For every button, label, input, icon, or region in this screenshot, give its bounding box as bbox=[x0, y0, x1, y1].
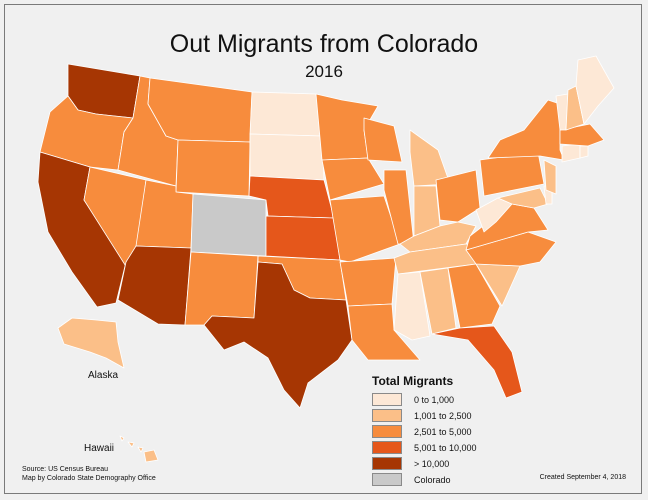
map-subtitle: 2016 bbox=[305, 62, 343, 81]
legend-label: 0 to 1,000 bbox=[414, 394, 455, 405]
state-arizona bbox=[117, 245, 192, 326]
legend-item: Colorado bbox=[372, 472, 532, 487]
legend: Total Migrants 0 to 1,000 1,001 to 2,500… bbox=[372, 374, 532, 488]
hawaii-label: Hawaii bbox=[84, 443, 115, 454]
state-massachusetts bbox=[559, 123, 605, 147]
state-michigan bbox=[409, 129, 451, 187]
alaska-label: Alaska bbox=[88, 370, 119, 381]
state-mississippi bbox=[393, 271, 431, 341]
legend-label: 1,001 to 2,500 bbox=[414, 410, 472, 421]
state-new-mexico bbox=[184, 251, 259, 326]
state-south-dakota bbox=[249, 133, 325, 181]
state-missouri bbox=[329, 195, 401, 263]
credit-line: Map by Colorado State Demography Office bbox=[22, 475, 156, 482]
legend-label: 2,501 to 5,000 bbox=[414, 426, 472, 437]
legend-label: > 10,000 bbox=[414, 458, 450, 469]
state-new-york bbox=[487, 99, 565, 161]
legend-item: 0 to 1,000 bbox=[372, 392, 532, 407]
legend-item: > 10,000 bbox=[372, 456, 532, 471]
legend-label: 5,001 to 10,000 bbox=[414, 442, 477, 453]
legend-swatch bbox=[372, 409, 402, 422]
state-colorado bbox=[190, 193, 267, 257]
legend-swatch bbox=[372, 393, 402, 406]
state-wyoming bbox=[175, 139, 251, 197]
state-louisiana bbox=[347, 303, 421, 361]
state-west-virginia bbox=[475, 197, 513, 233]
legend-label: Colorado bbox=[414, 474, 451, 485]
state-montana bbox=[147, 77, 253, 143]
state-alaska bbox=[57, 317, 125, 369]
state-north-dakota bbox=[249, 91, 323, 137]
map-frame bbox=[4, 4, 642, 494]
source-line: Source: US Census Bureau bbox=[22, 466, 108, 473]
legend-item: 1,001 to 2,500 bbox=[372, 408, 532, 423]
state-new-jersey bbox=[543, 159, 557, 195]
state-florida bbox=[431, 325, 523, 399]
state-rhode-island bbox=[579, 145, 589, 159]
state-maine bbox=[575, 55, 615, 125]
legend-item: 2,501 to 5,000 bbox=[372, 424, 532, 439]
state-connecticut bbox=[561, 143, 581, 163]
state-ohio bbox=[435, 169, 481, 223]
state-texas bbox=[203, 261, 353, 409]
state-hawaii bbox=[119, 435, 159, 463]
legend-swatch bbox=[372, 473, 402, 486]
legend-swatch bbox=[372, 425, 402, 438]
legend-swatch bbox=[372, 441, 402, 454]
legend-swatch bbox=[372, 457, 402, 470]
created-date: Created September 4, 2018 bbox=[539, 474, 626, 481]
source-note: Source: US Census Bureau Map by Colorado… bbox=[22, 465, 156, 483]
map-title: Out Migrants from Colorado bbox=[169, 30, 479, 58]
legend-title: Total Migrants bbox=[372, 374, 454, 388]
state-wisconsin bbox=[363, 117, 403, 163]
state-kansas bbox=[265, 215, 341, 261]
legend-item: 5,001 to 10,000 bbox=[372, 440, 532, 455]
state-iowa bbox=[321, 157, 385, 201]
state-alabama bbox=[419, 267, 457, 335]
state-maryland bbox=[497, 187, 549, 209]
state-georgia bbox=[447, 263, 501, 329]
state-arkansas bbox=[339, 257, 397, 307]
